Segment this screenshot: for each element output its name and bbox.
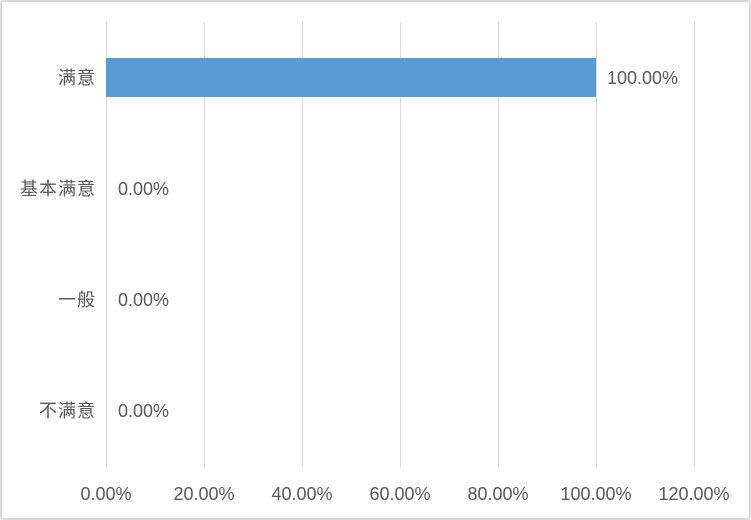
data-label: 0.00% (118, 290, 170, 311)
x-axis-tick-label: 0.00% (80, 484, 132, 504)
gridline (595, 22, 597, 467)
y-axis-category-label: 不满意 (39, 401, 96, 422)
y-axis-category-label: 一般 (58, 290, 96, 311)
data-label: 100.00% (607, 67, 679, 88)
gridline (105, 22, 107, 467)
x-axis-tick-label: 120.00% (658, 484, 730, 504)
gridline (497, 22, 499, 467)
gridline (693, 22, 695, 467)
x-axis-tick-label: 40.00% (271, 484, 333, 504)
data-label: 0.00% (118, 401, 170, 422)
gridline (301, 22, 303, 467)
x-axis-tick-label: 80.00% (467, 484, 529, 504)
y-axis-category-label: 基本满意 (20, 178, 96, 199)
x-axis-tick-label: 100.00% (560, 484, 632, 504)
data-bar (106, 58, 596, 98)
y-axis-category-label: 满意 (58, 67, 96, 88)
gridline (399, 22, 401, 467)
x-axis-tick-label: 60.00% (369, 484, 431, 504)
data-label: 0.00% (118, 178, 170, 199)
gridline (203, 22, 205, 467)
x-axis-tick-label: 20.00% (173, 484, 235, 504)
